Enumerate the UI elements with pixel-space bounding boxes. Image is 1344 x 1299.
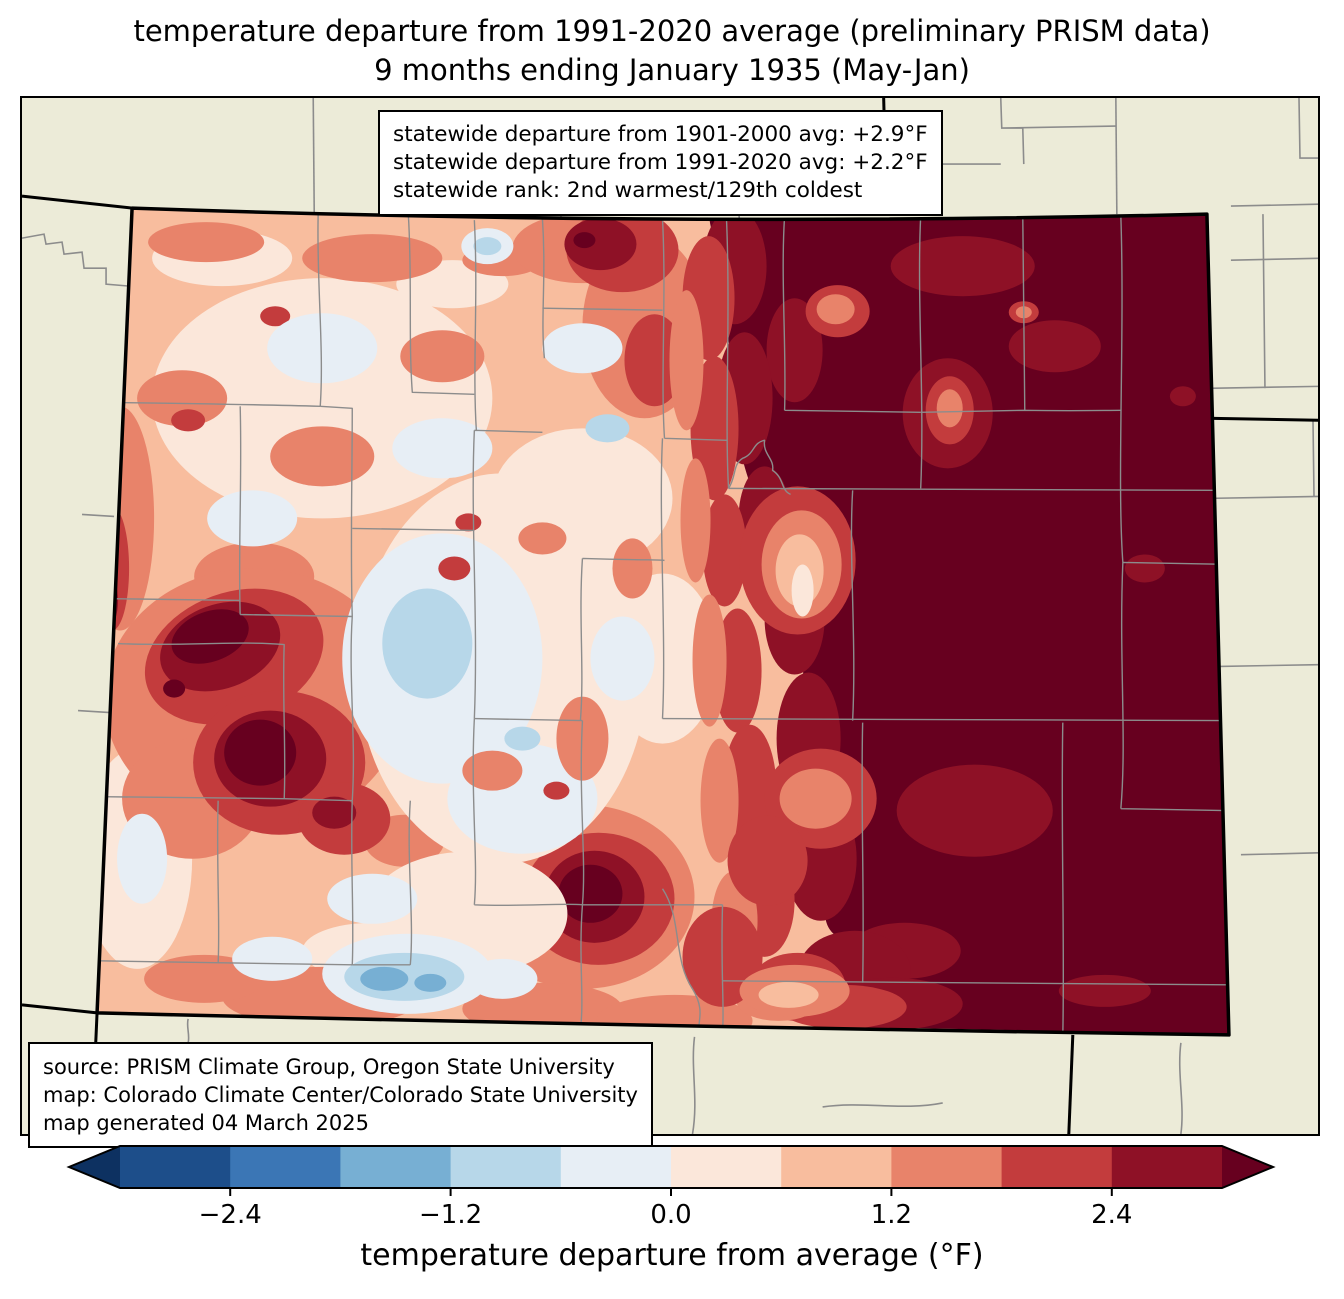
colorbar bbox=[66, 1145, 1276, 1196]
colorbar-under-arrow bbox=[69, 1146, 120, 1188]
colorbar-segment bbox=[1001, 1146, 1113, 1188]
colorbar-tick-label: −2.4 bbox=[198, 1200, 262, 1230]
source-line-1: source: PRISM Climate Group, Oregon Stat… bbox=[43, 1055, 615, 1079]
colorbar-segment bbox=[671, 1146, 782, 1188]
contour-cool-patches bbox=[117, 228, 655, 1014]
colorbar-tick-label: −1.2 bbox=[419, 1200, 483, 1230]
colorbar-over-arrow bbox=[1222, 1146, 1273, 1188]
stats-line-3: statewide rank: 2nd warmest/129th coldes… bbox=[393, 178, 863, 203]
colorado-state-border bbox=[95, 206, 1231, 1037]
colorbar-axis-label: temperature departure from average (°F) bbox=[360, 1238, 984, 1273]
stats-line-2: statewide departure from 1991-2020 avg: … bbox=[393, 150, 928, 175]
colorado-map bbox=[22, 98, 1318, 1134]
source-box: source: PRISM Climate Group, Oregon Stat… bbox=[28, 1042, 653, 1148]
colorbar-segment bbox=[340, 1146, 452, 1188]
title-line-2: 9 months ending January 1935 (May-Jan) bbox=[374, 53, 970, 87]
colorbar-tick-label: 0.0 bbox=[650, 1200, 692, 1230]
contour-fill-layer bbox=[97, 208, 1229, 1035]
stats-line-1: statewide departure from 1901-2000 avg: … bbox=[393, 122, 928, 147]
map-panel: statewide departure from 1901-2000 avg: … bbox=[20, 96, 1320, 1148]
colorbar-segment bbox=[891, 1146, 1003, 1188]
colorbar-tick-label: 1.2 bbox=[870, 1200, 913, 1230]
contour-eastern-hot-region bbox=[669, 208, 1229, 1035]
source-line-2: map: Colorado Climate Center/Colorado St… bbox=[43, 1083, 638, 1107]
colorbar-segment bbox=[120, 1146, 231, 1188]
figure-title: temperature departure from 1991-2020 ave… bbox=[0, 12, 1344, 90]
title-line-1: temperature departure from 1991-2020 ave… bbox=[133, 14, 1211, 48]
stats-box: statewide departure from 1901-2000 avg: … bbox=[378, 110, 943, 216]
contour-warm-blobs bbox=[97, 208, 753, 1035]
colorbar-outline bbox=[66, 1145, 1276, 1189]
source-line-3: map generated 04 March 2025 bbox=[43, 1111, 370, 1135]
colorbar-tick-label: 2.4 bbox=[1091, 1200, 1133, 1230]
colorbar-segment bbox=[1111, 1146, 1223, 1188]
colorbar-segment bbox=[450, 1146, 562, 1188]
neighbor-state-lines bbox=[22, 98, 1318, 1134]
colorbar-segment bbox=[781, 1146, 892, 1188]
colorbar-segment bbox=[560, 1146, 672, 1188]
colorbar-segment bbox=[230, 1146, 341, 1188]
county-lines bbox=[99, 212, 1229, 1035]
